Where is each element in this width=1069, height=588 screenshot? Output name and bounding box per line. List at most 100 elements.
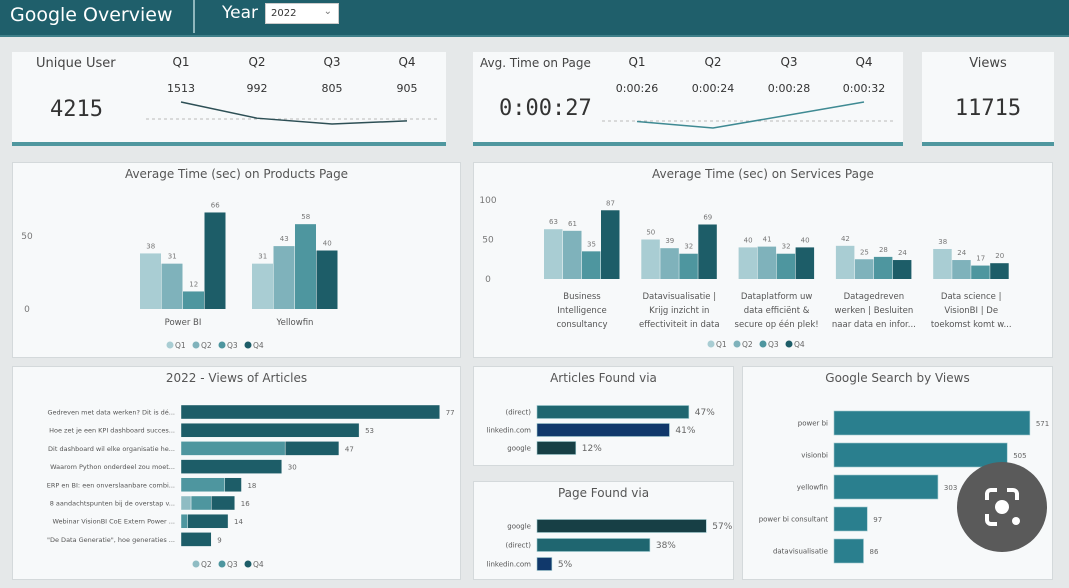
data-label: 20 [995, 252, 1004, 260]
bar-q4[interactable] [204, 212, 226, 309]
category-label: Webinar VisionBI CoE Extern Power ... [52, 518, 175, 526]
bar-q4[interactable] [892, 260, 912, 279]
bar-q2[interactable] [273, 246, 295, 309]
category-label: power bi [798, 420, 828, 428]
quarter-label: Q1 [628, 55, 646, 69]
bar-q4[interactable] [224, 477, 242, 493]
legend-marker [244, 341, 252, 349]
bar[interactable] [536, 423, 670, 437]
bar-q4[interactable] [211, 495, 235, 511]
category-label: Datavisualisatie | [643, 292, 717, 302]
data-label: 47% [695, 408, 715, 418]
bar-q2[interactable] [180, 495, 192, 511]
category-label: yellowfin [797, 484, 828, 492]
bar-q4[interactable] [180, 423, 360, 438]
bar-q4[interactable] [601, 210, 620, 279]
category-label: toekomst komt w... [931, 320, 1012, 330]
year-dropdown[interactable]: 2022 ⌄ [265, 3, 339, 24]
category-label: naar data en infor... [832, 320, 916, 330]
legend-marker [785, 340, 793, 348]
data-label: 41 [763, 236, 772, 244]
bar-q2[interactable] [660, 248, 679, 279]
divider [193, 0, 195, 33]
bar[interactable] [536, 441, 577, 455]
data-label: 571 [1036, 420, 1049, 428]
chart-title: 2022 - Views of Articles [165, 371, 308, 385]
legend-label: Q1 [175, 341, 186, 350]
bar-q4[interactable] [180, 459, 283, 474]
bar-q3[interactable] [295, 224, 316, 309]
sparkline [180, 101, 408, 125]
bar-q2[interactable] [563, 230, 582, 279]
category-label: linkedin.com [487, 561, 532, 569]
quarter-value: 905 [396, 82, 418, 95]
bar-q3[interactable] [679, 253, 698, 279]
bar-q1[interactable] [641, 239, 660, 280]
bar-q1[interactable] [835, 245, 855, 279]
bar-q1[interactable] [933, 248, 952, 279]
top-bar: Google Overview Year 2022 ⌄ [0, 0, 1069, 37]
legend-marker [192, 560, 200, 568]
category-label: data efficiënt & [744, 306, 810, 316]
category-label: VisionBI | De [944, 306, 998, 316]
legend-marker [733, 340, 741, 348]
bar-q1[interactable] [140, 253, 161, 309]
bar-q4[interactable] [187, 513, 229, 529]
bar-q4[interactable] [795, 247, 815, 279]
bar[interactable] [536, 557, 553, 571]
bar-q4[interactable] [698, 224, 717, 279]
bar-q1[interactable] [252, 263, 273, 309]
bar[interactable] [536, 405, 690, 419]
category-label: consultancy [556, 320, 607, 330]
unique-user-sparkline [146, 101, 437, 125]
legend-label: Q4 [253, 341, 264, 350]
bar-q2[interactable] [854, 259, 874, 279]
bar-q3[interactable] [180, 513, 188, 529]
data-label: 5% [558, 560, 573, 570]
unique-user-card: Unique User 4215 Q1 1513 Q2 992 Q3 805 Q4 905 [12, 52, 446, 146]
bar[interactable] [833, 506, 868, 532]
bar[interactable] [833, 474, 939, 500]
bar-q3[interactable] [971, 265, 990, 279]
data-label: 24 [957, 249, 966, 257]
bar[interactable] [833, 538, 864, 564]
category-label: Krijg inzicht in [649, 306, 709, 316]
legend-label: Q4 [794, 340, 805, 349]
category-label: "De Data Generatie", hoe generaties ... [47, 536, 175, 544]
bar[interactable] [536, 538, 651, 552]
avg-time-sparkline [602, 101, 894, 129]
bar-q3[interactable] [776, 253, 796, 279]
lens-overlay-button[interactable] [957, 462, 1047, 552]
bar-q2[interactable] [757, 246, 777, 279]
bar-q3[interactable] [180, 477, 225, 493]
bar-q2[interactable] [161, 263, 183, 309]
bar-q4[interactable] [180, 404, 440, 420]
category-label: Data science | [941, 292, 1002, 302]
bar-q1[interactable] [544, 229, 563, 279]
bar[interactable] [536, 519, 707, 533]
bar-q4[interactable] [284, 441, 340, 456]
quarter-label: Q2 [704, 55, 722, 69]
y-tick-label: 50 [482, 236, 494, 246]
bar-q4[interactable] [990, 263, 1009, 279]
chart-plot: (direct) 47% linkedin.com 41% google 12% [487, 405, 715, 455]
chart-title: Articles Found via [550, 371, 657, 385]
bar-q3[interactable] [873, 256, 893, 279]
bar-q1[interactable] [738, 247, 758, 279]
quarter-label: Q2 [248, 55, 266, 69]
data-label: 31 [168, 253, 177, 261]
quarter-value: 1513 [167, 82, 195, 95]
bar-q4[interactable] [180, 532, 212, 547]
bar-q3[interactable] [183, 291, 204, 309]
data-label: 28 [879, 246, 888, 254]
data-label: 38% [656, 541, 676, 551]
bar-q3[interactable] [582, 251, 601, 279]
bar-q3[interactable] [190, 495, 212, 511]
bar-q2[interactable] [952, 260, 971, 279]
kpi-value: 4215 [50, 97, 103, 122]
bar-q4[interactable] [316, 250, 338, 310]
category-label: effectiviteit in data [639, 320, 720, 330]
bar-q3[interactable] [180, 441, 286, 456]
bar[interactable] [833, 442, 1008, 468]
bar[interactable] [833, 410, 1031, 436]
